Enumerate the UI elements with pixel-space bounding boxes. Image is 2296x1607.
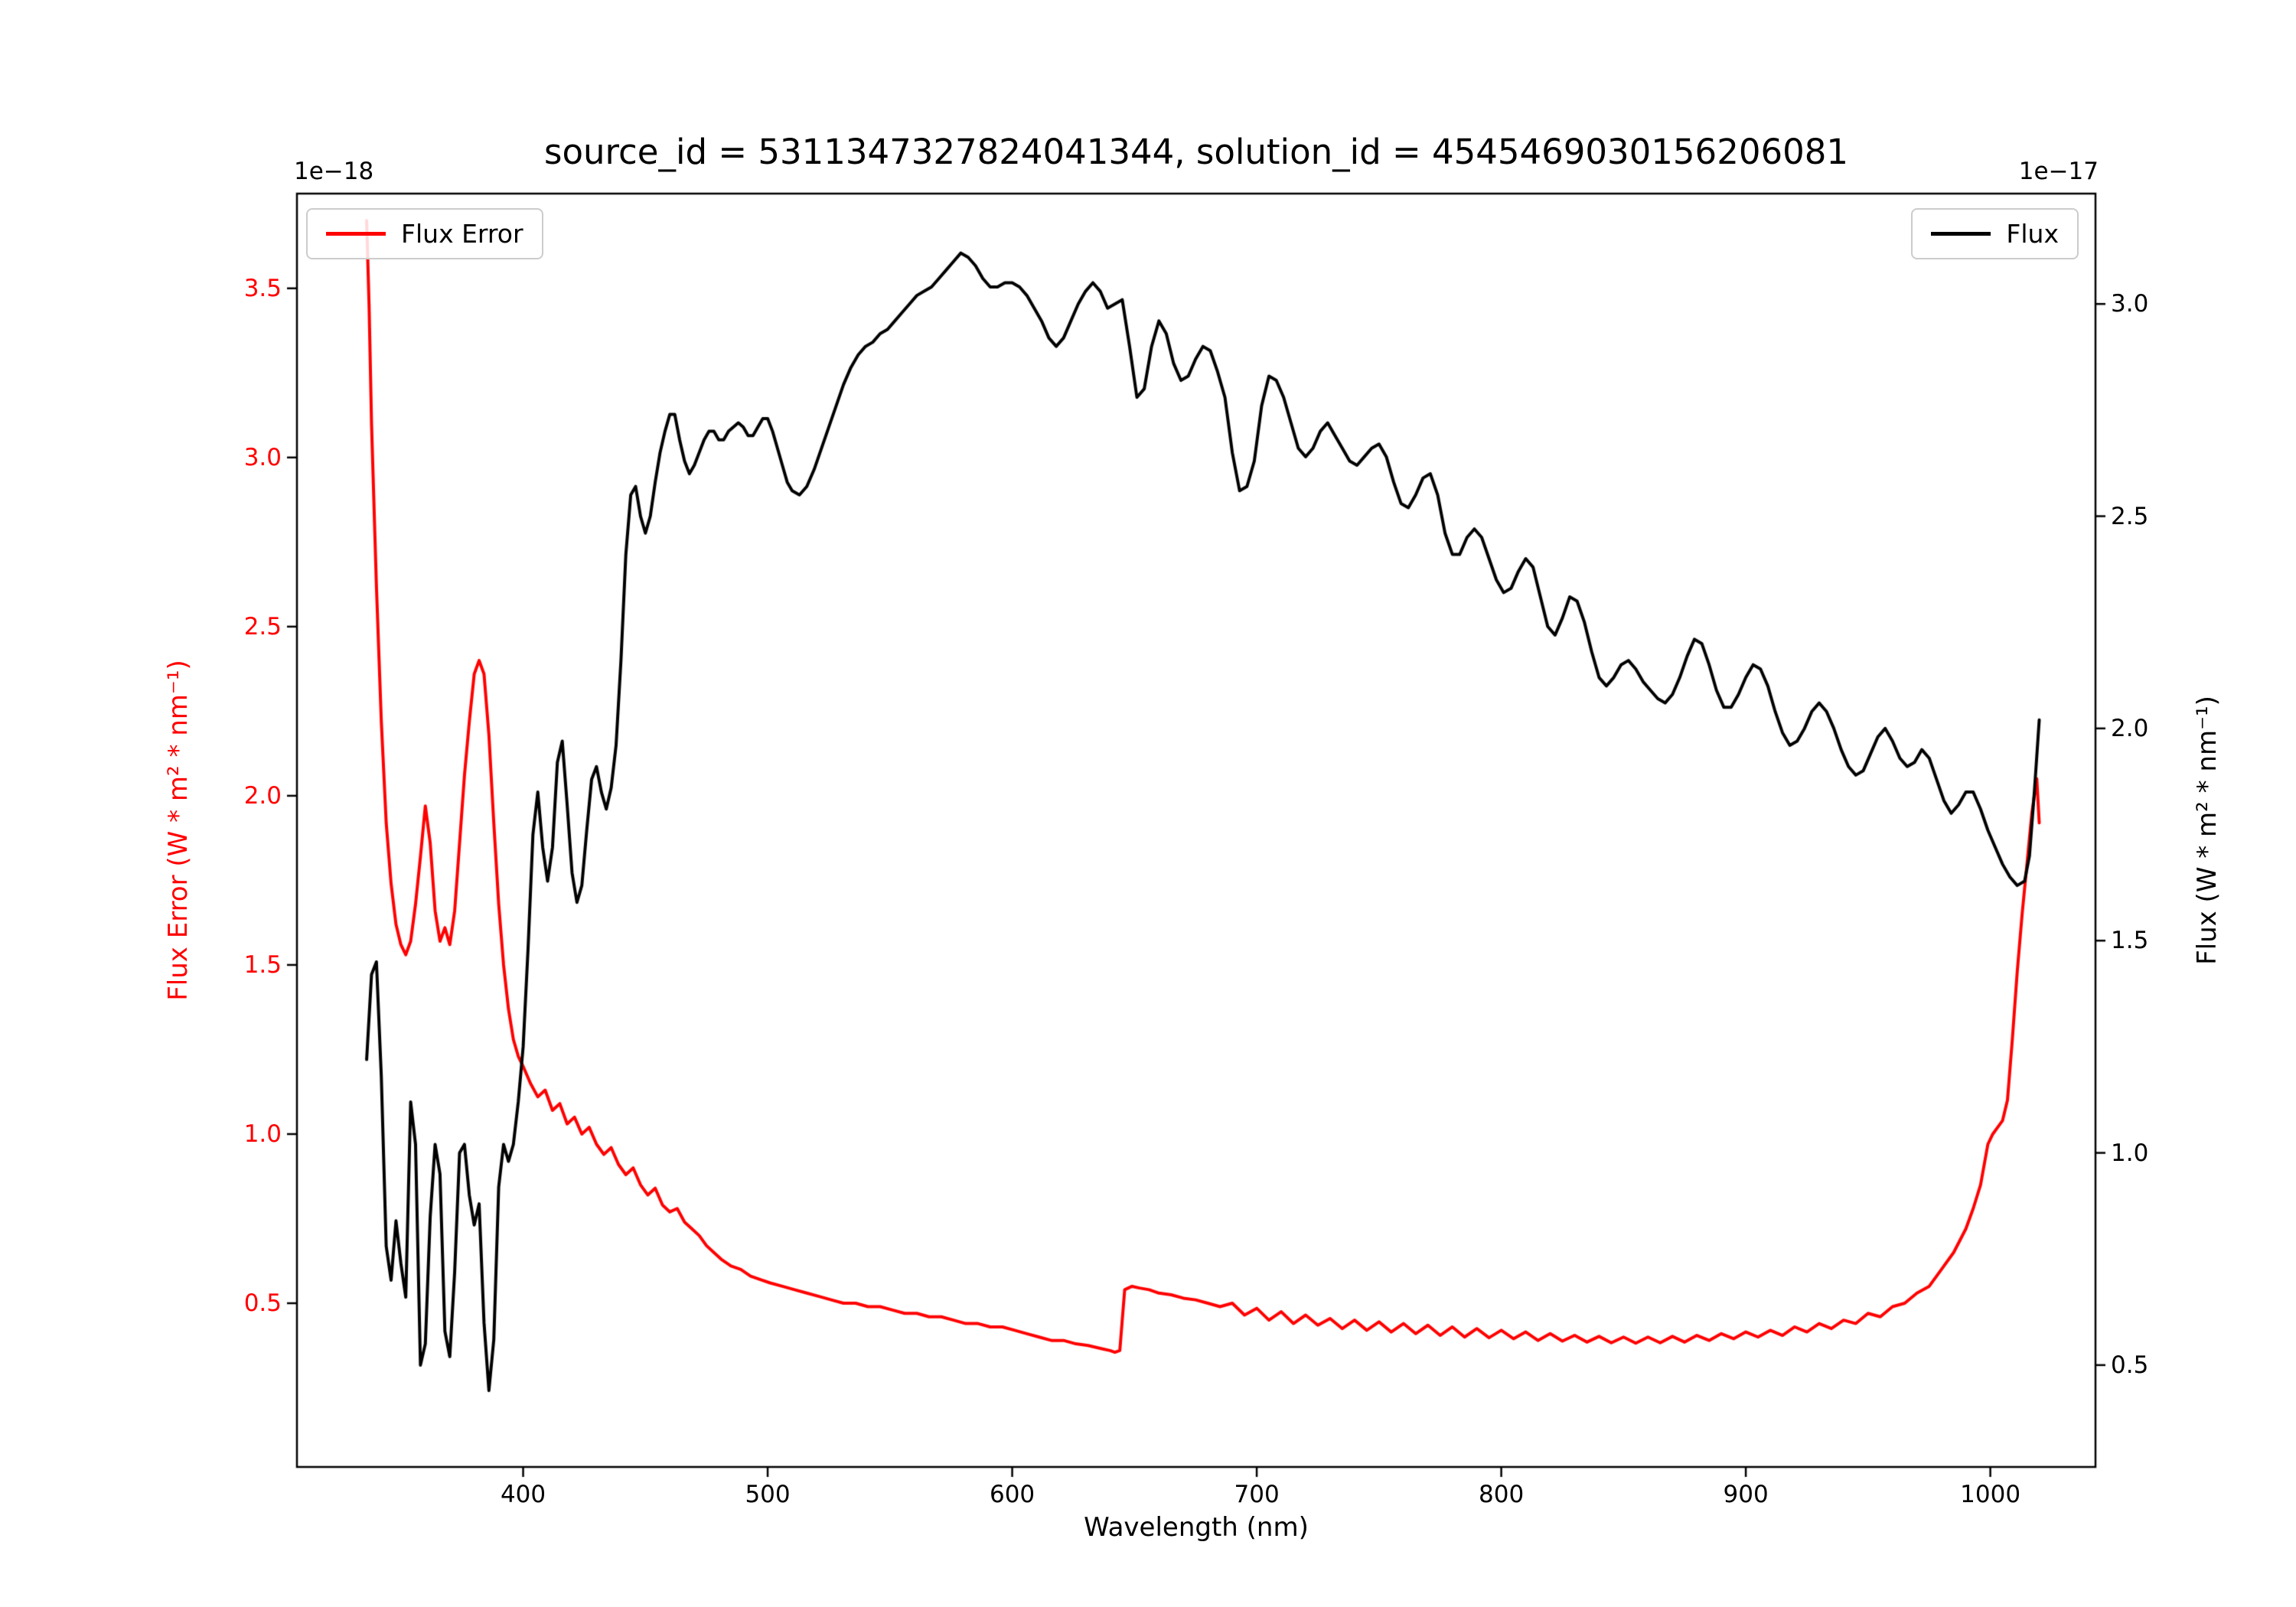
spectrum-figure: source_id = 5311347327824041344, solutio…	[0, 0, 2296, 1607]
plot-canvas	[0, 0, 2296, 1607]
